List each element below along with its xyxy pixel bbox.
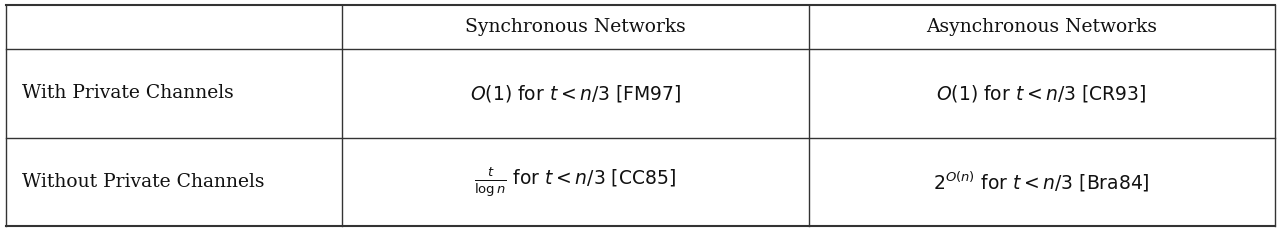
Text: $\frac{t}{\log n}$ for $t < n/3$ [CC85]: $\frac{t}{\log n}$ for $t < n/3$ [CC85]	[474, 165, 676, 199]
Text: With Private Channels: With Private Channels	[22, 84, 233, 102]
Text: Synchronous Networks: Synchronous Networks	[465, 18, 685, 36]
Text: $O(1)$ for $t < n/3$ [CR93]: $O(1)$ for $t < n/3$ [CR93]	[936, 83, 1146, 104]
Text: Asynchronous Networks: Asynchronous Networks	[926, 18, 1157, 36]
Text: $O(1)$ for $t < n/3$ [FM97]: $O(1)$ for $t < n/3$ [FM97]	[470, 83, 681, 104]
Text: Without Private Channels: Without Private Channels	[22, 173, 264, 191]
Text: $2^{O(n)}$ for $t < n/3$ [Bra84]: $2^{O(n)}$ for $t < n/3$ [Bra84]	[934, 170, 1150, 194]
